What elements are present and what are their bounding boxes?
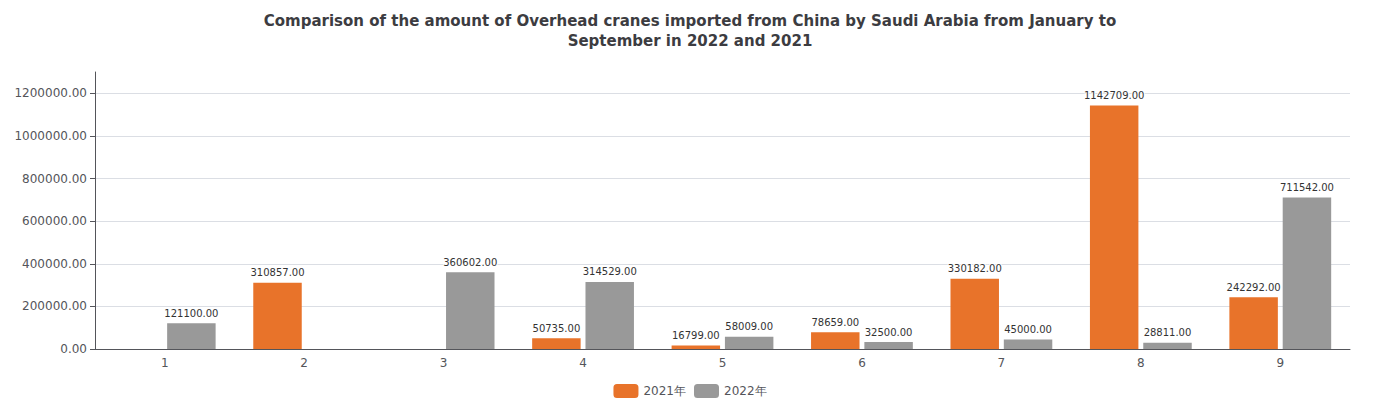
svg-text:200000.00: 200000.00 <box>22 299 87 313</box>
svg-text:50735.00: 50735.00 <box>533 323 581 334</box>
svg-text:330182.00: 330182.00 <box>948 263 1002 274</box>
svg-text:16799.00: 16799.00 <box>672 330 720 341</box>
svg-text:5: 5 <box>719 356 727 370</box>
svg-text:0.00: 0.00 <box>60 342 87 356</box>
svg-text:78659.00: 78659.00 <box>811 317 859 328</box>
svg-text:4: 4 <box>579 356 587 370</box>
svg-text:3: 3 <box>440 356 448 370</box>
svg-text:7: 7 <box>998 356 1006 370</box>
svg-text:242292.00: 242292.00 <box>1227 282 1281 293</box>
svg-text:45000.00: 45000.00 <box>1004 324 1052 335</box>
svg-text:711542.00: 711542.00 <box>1280 182 1334 193</box>
svg-text:32500.00: 32500.00 <box>865 327 913 338</box>
svg-text:2021年: 2021年 <box>643 384 686 398</box>
svg-text:360602.00: 360602.00 <box>443 257 497 268</box>
svg-text:8: 8 <box>1137 356 1145 370</box>
svg-text:800000.00: 800000.00 <box>22 172 87 186</box>
svg-text:28811.00: 28811.00 <box>1144 327 1192 338</box>
svg-text:1142709.00: 1142709.00 <box>1084 90 1144 101</box>
svg-text:2: 2 <box>300 356 308 370</box>
svg-text:6: 6 <box>858 356 866 370</box>
svg-text:9: 9 <box>1276 356 1284 370</box>
svg-text:400000.00: 400000.00 <box>22 257 87 271</box>
svg-text:600000.00: 600000.00 <box>22 214 87 228</box>
svg-text:58009.00: 58009.00 <box>725 321 773 332</box>
svg-text:September in 2022 and 2021: September in 2022 and 2021 <box>568 32 813 50</box>
svg-text:314529.00: 314529.00 <box>583 266 637 277</box>
svg-text:Comparison of the amount of Ov: Comparison of the amount of Overhead cra… <box>264 12 1116 30</box>
svg-text:121100.00: 121100.00 <box>164 308 218 319</box>
svg-text:2022年: 2022年 <box>724 384 767 398</box>
svg-text:1200000.00: 1200000.00 <box>14 86 87 100</box>
svg-text:1: 1 <box>161 356 169 370</box>
svg-text:1000000.00: 1000000.00 <box>14 129 87 143</box>
svg-text:310857.00: 310857.00 <box>250 267 304 278</box>
